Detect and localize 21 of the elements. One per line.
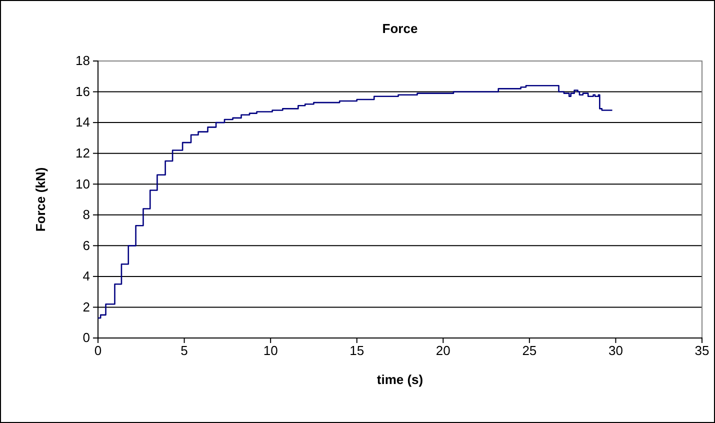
y-tick-label: 2 [82,299,90,314]
x-tick-label: 15 [350,343,364,358]
y-tick-label: 10 [76,176,90,192]
x-tick-label: 0 [94,343,102,358]
x-tick-label: 30 [608,343,623,358]
y-tick-label: 16 [76,84,90,99]
x-tick-label: 20 [436,343,450,358]
x-tick-label: 25 [522,343,537,358]
y-tick-label: 12 [76,145,90,160]
y-tick-label: 0 [82,330,90,346]
x-tick-label: 5 [180,343,188,358]
x-tick-label: 10 [263,343,278,358]
x-tick-label: 35 [694,343,710,358]
x-axis-title: time (s) [376,372,424,387]
y-tick-label: 14 [76,114,90,130]
y-tick-label: 18 [76,53,90,68]
y-tick-label: 8 [82,207,90,222]
y-axis-title: Force (kN) [33,167,48,232]
chart-title: Force [382,21,418,36]
y-tick-label: 4 [82,268,90,284]
y-tick-label: 6 [82,238,90,253]
